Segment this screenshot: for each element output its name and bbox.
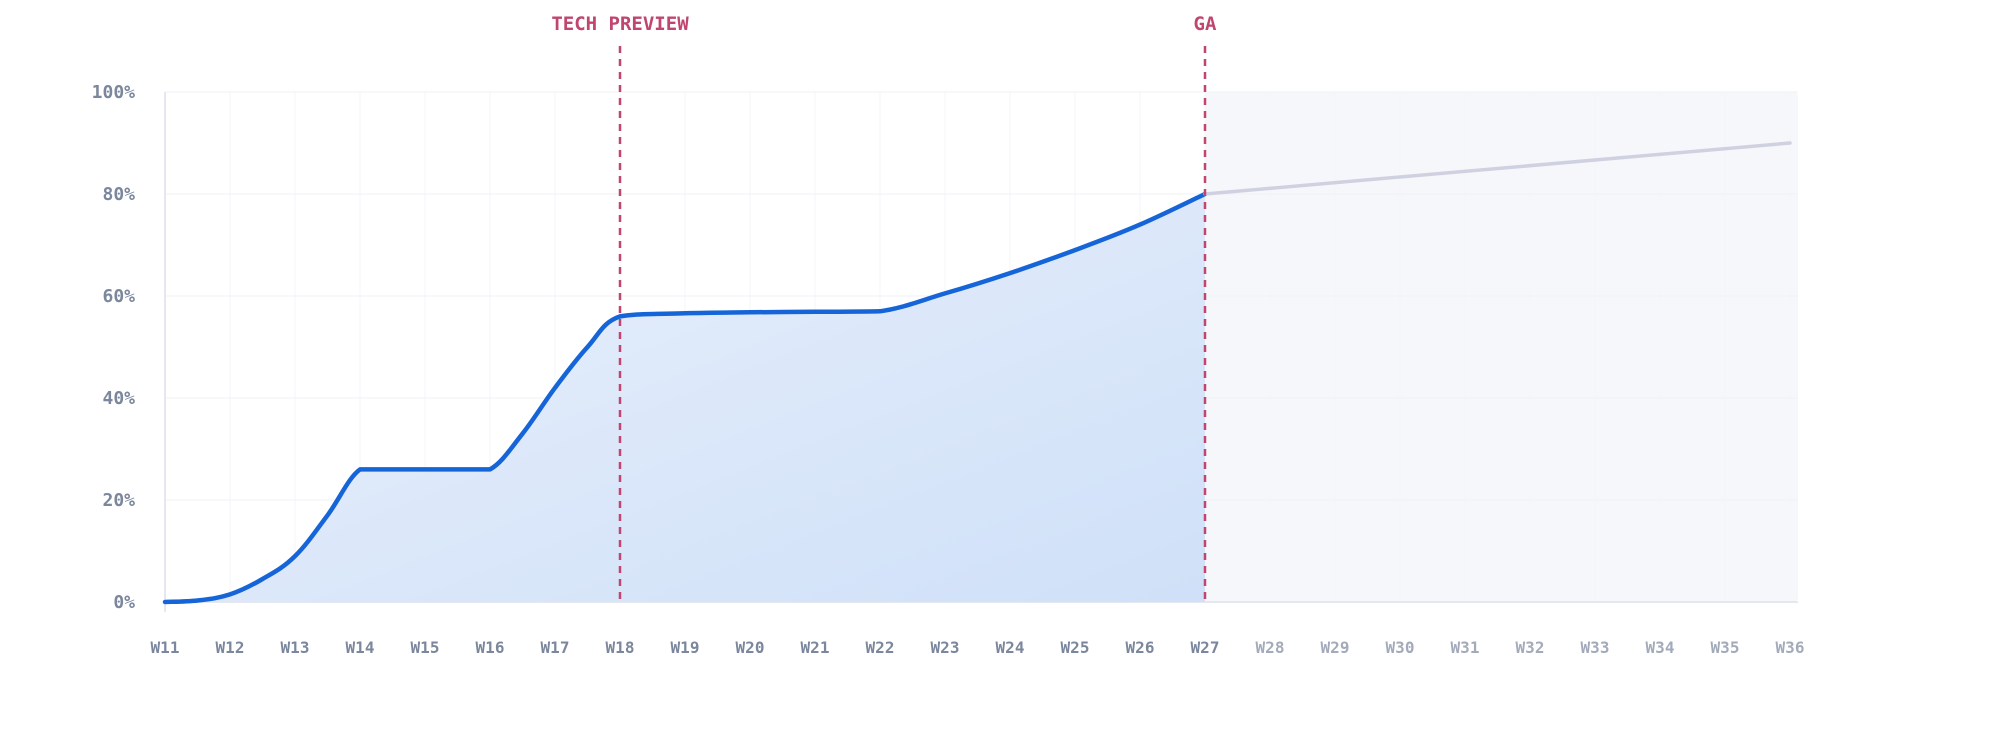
x-tick-label: W33 xyxy=(1581,638,1610,657)
x-tick-label: W13 xyxy=(281,638,310,657)
x-tick-label: W35 xyxy=(1711,638,1740,657)
x-tick-label: W22 xyxy=(866,638,895,657)
projection-region xyxy=(1205,92,1798,602)
projection-series-line xyxy=(1203,141,1792,196)
x-tick-label: W14 xyxy=(346,638,375,657)
x-tick-label: W32 xyxy=(1516,638,1545,657)
x-tick-label: W30 xyxy=(1386,638,1415,657)
y-tick-label: 20% xyxy=(102,490,135,511)
adoption-area-fill xyxy=(165,194,1205,602)
y-tick-label: 80% xyxy=(102,184,135,205)
x-tick-label: W29 xyxy=(1321,638,1350,657)
x-tick-label: W36 xyxy=(1776,638,1805,657)
x-tick-label: W28 xyxy=(1256,638,1285,657)
milestone-label: GA xyxy=(1194,13,1217,35)
y-tick-label: 40% xyxy=(102,388,135,409)
adoption-series-line xyxy=(162,191,1208,605)
x-tick-label: W26 xyxy=(1126,638,1155,657)
x-tick-label: W18 xyxy=(606,638,635,657)
x-tick-label: W15 xyxy=(411,638,440,657)
x-tick-label: W17 xyxy=(541,638,570,657)
x-tick-label: W34 xyxy=(1646,638,1675,657)
x-tick-label: W27 xyxy=(1191,638,1220,657)
y-tick-label: 60% xyxy=(102,286,135,307)
x-tick-label: W31 xyxy=(1451,638,1480,657)
x-tick-label: W16 xyxy=(476,638,505,657)
y-tick-label: 0% xyxy=(113,592,135,613)
x-tick-label: W11 xyxy=(151,638,180,657)
x-tick-label: W20 xyxy=(736,638,765,657)
x-tick-label: W24 xyxy=(996,638,1025,657)
x-tick-label: W12 xyxy=(216,638,245,657)
x-tick-label: W19 xyxy=(671,638,700,657)
x-tick-label: W21 xyxy=(801,638,830,657)
y-tick-label: 100% xyxy=(92,82,136,103)
milestone-label: TECH PREVIEW xyxy=(551,13,689,35)
x-tick-label: W23 xyxy=(931,638,960,657)
x-tick-label: W25 xyxy=(1061,638,1090,657)
